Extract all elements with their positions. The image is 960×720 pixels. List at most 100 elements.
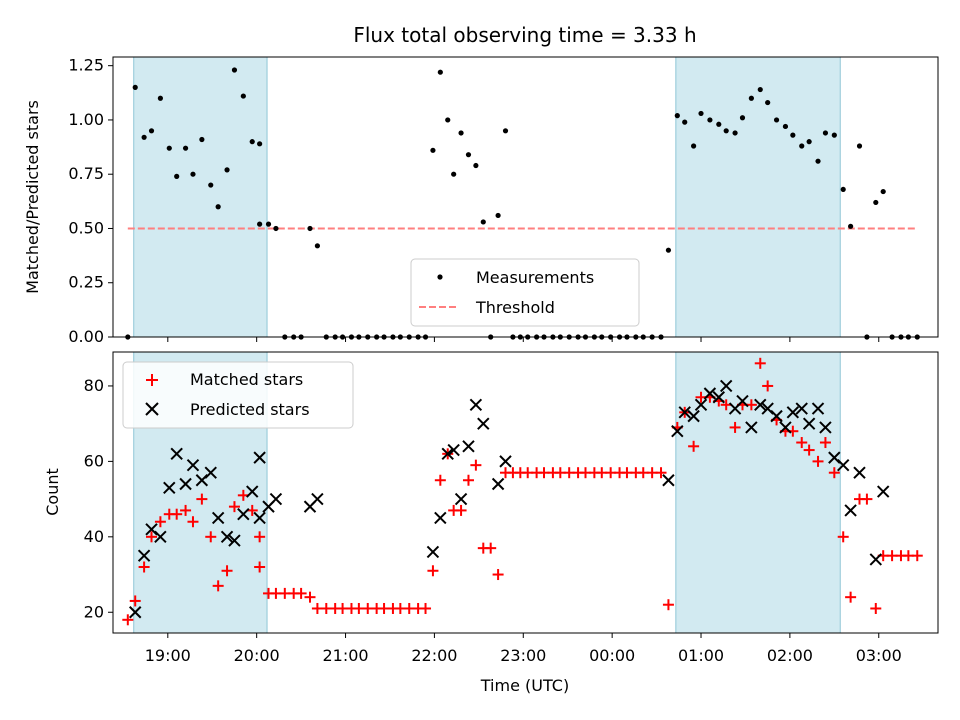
matched-star-point-3	[146, 531, 158, 543]
x-tick-label-2: 21:00	[322, 646, 368, 665]
predicted-star-point-49	[811, 402, 825, 415]
predicted-star-stroke-b	[779, 421, 792, 434]
matched-star-point-13	[228, 501, 240, 513]
matched-star-point-39	[434, 474, 446, 486]
predicted-star-point-10	[211, 511, 225, 525]
matched-star-point-7	[180, 504, 192, 516]
predicted-star-point-37	[712, 391, 725, 404]
top-shaded-span-1	[675, 56, 841, 338]
matched-star-point-0	[122, 614, 134, 626]
matched-star-point-6	[171, 508, 183, 520]
measurement-point-16	[257, 141, 263, 147]
bottom-x-axis: 19:00 20:00 21:00 22:00 23:00 00:00 01:00 02:00…	[145, 633, 902, 665]
predicted-star-point-3	[154, 530, 167, 544]
top-shaded-spans	[133, 56, 841, 338]
measurement-point-74	[716, 121, 722, 127]
matched-star-point-17	[254, 561, 266, 573]
predicted-star-point-25	[454, 492, 468, 506]
matched-star-point-92	[861, 493, 873, 505]
predicted-star-point-4	[163, 481, 176, 494]
predicted-star-stroke-b	[237, 507, 250, 521]
predicted-star-stroke-b	[754, 398, 767, 412]
measurement-point-7	[182, 145, 189, 151]
measurement-point-41	[451, 171, 457, 177]
x-tick-label-4: 23:00	[500, 646, 546, 665]
measurement-point-43	[465, 152, 472, 158]
legend-measurements-marker	[437, 274, 443, 280]
predicted-star-stroke-b	[853, 466, 866, 479]
top-y-axis-label: Matched/Predicted stars	[23, 100, 42, 294]
predicted-star-stroke-b	[876, 485, 890, 498]
predicted-star-stroke-b	[441, 447, 454, 461]
predicted-star-point-9	[204, 466, 217, 479]
predicted-star-stroke-b	[163, 481, 176, 494]
matched-star-point-84	[796, 437, 808, 449]
predicted-star-stroke-b	[269, 492, 283, 506]
predicted-star-point-29	[491, 477, 505, 491]
measurement-point-82	[782, 123, 789, 130]
bottom-y-tick-label-1: 40	[84, 527, 104, 546]
measurement-point-77	[739, 115, 746, 121]
predicted-star-point-38	[719, 379, 733, 393]
predicted-star-stroke-b	[844, 504, 857, 517]
predicted-star-point-21	[426, 545, 440, 559]
predicted-star-stroke-b	[770, 409, 783, 423]
predicted-star-point-35	[694, 398, 708, 412]
measurement-point-91	[856, 143, 863, 149]
measurement-point-42	[458, 130, 464, 136]
predicted-star-point-27	[469, 398, 483, 412]
predicted-star-point-30	[499, 455, 512, 468]
predicted-star-point-18	[269, 492, 283, 506]
predicted-star-point-32	[671, 425, 684, 438]
measurement-point-72	[698, 110, 704, 117]
predicted-star-point-56	[876, 485, 890, 498]
predicted-star-point-12	[228, 534, 241, 547]
measurement-point-5	[166, 145, 172, 151]
measurement-point-8	[190, 171, 196, 177]
matched-star-point-4	[154, 516, 166, 528]
predicted-star-point-47	[795, 402, 808, 415]
predicted-star-stroke-b	[745, 421, 758, 434]
measurement-point-80	[765, 99, 771, 106]
top-shaded-span-0	[133, 56, 268, 338]
predicted-star-point-22	[434, 511, 447, 525]
top-y-axis: 0.00 0.25 0.50 0.75 1.00 1.25	[68, 56, 113, 346]
predicted-star-stroke-b	[719, 379, 733, 393]
x-tick-label-6: 01:00	[678, 646, 724, 665]
predicted-star-stroke-b	[462, 440, 475, 453]
matched-star-point-47	[492, 569, 504, 581]
legend-threshold-label: Threshold	[475, 298, 555, 317]
measurement-point-45	[480, 219, 486, 225]
measurement-point-76	[732, 130, 738, 136]
matched-star-point-68	[662, 599, 674, 611]
measurement-point-94	[880, 188, 886, 195]
predicted-star-stroke-b	[253, 451, 266, 464]
measurement-point-18	[265, 221, 272, 227]
measurement-point-85	[806, 139, 812, 145]
top-y-tick-label-1: 0.25	[68, 273, 104, 292]
matched-star-point-86	[812, 455, 824, 467]
legend-matched-marker	[146, 374, 158, 386]
measurement-point-47	[495, 212, 501, 219]
predicted-star-point-16	[253, 451, 266, 464]
predicted-star-point-54	[853, 466, 866, 479]
x-tick-label-1: 20:00	[234, 646, 280, 665]
bottom-y-tick-label-2: 60	[84, 451, 104, 470]
top-y-tick-label-5: 1.25	[68, 56, 104, 75]
predicted-star-stroke-b	[819, 421, 832, 434]
predicted-star-point-45	[779, 421, 792, 434]
predicted-star-stroke-b	[129, 606, 142, 619]
measurement-point-14	[240, 93, 246, 99]
top-y-tick-label-0: 0.00	[68, 327, 104, 346]
matched-star-point-98	[911, 550, 923, 562]
predicted-star-point-34	[687, 409, 700, 423]
matched-star-point-79	[754, 357, 766, 369]
matched-star-point-8	[187, 516, 199, 528]
bottom-axes-frame	[112, 351, 939, 634]
matched-star-point-44	[470, 459, 482, 471]
matched-star-point-2	[138, 561, 150, 573]
predicted-star-stroke-b	[694, 398, 708, 412]
matched-star-point-80	[762, 380, 774, 392]
predicted-star-stroke-b	[786, 406, 800, 419]
predicted-star-stroke-b	[671, 425, 684, 438]
